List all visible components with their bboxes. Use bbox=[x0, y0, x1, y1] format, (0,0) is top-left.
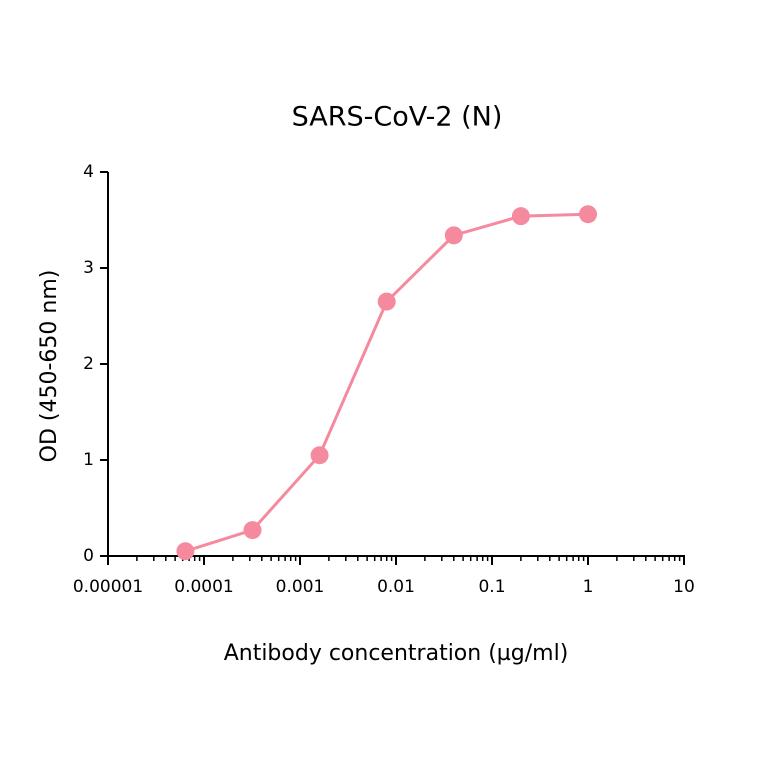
x-tick-label: 0.00001 bbox=[73, 577, 143, 597]
x-tick-label: 1 bbox=[583, 577, 594, 597]
y-tick-label: 1 bbox=[83, 450, 94, 470]
data-point bbox=[377, 292, 396, 311]
y-tick-label: 3 bbox=[83, 258, 94, 278]
x-tick-label: 0.0001 bbox=[174, 577, 233, 597]
data-point bbox=[444, 226, 463, 245]
data-point bbox=[579, 205, 597, 224]
data-point bbox=[310, 446, 329, 465]
data-point bbox=[243, 521, 262, 540]
x-tick-label: 0.01 bbox=[377, 577, 415, 597]
y-tick-label: 0 bbox=[83, 546, 94, 566]
y-tick-label: 4 bbox=[83, 162, 94, 182]
x-tick-label: 0.001 bbox=[276, 577, 325, 597]
data-point bbox=[511, 207, 530, 226]
x-axis-label: Antibody concentration (µg/ml) bbox=[224, 641, 569, 666]
x-tick-label: 0.1 bbox=[478, 577, 505, 597]
x-tick-label: 10 bbox=[673, 577, 695, 597]
chart-title: SARS-CoV-2 (N) bbox=[292, 102, 503, 133]
y-axis-label: OD (450-650 nm) bbox=[37, 270, 62, 463]
series-line bbox=[184, 212, 589, 553]
data-point bbox=[176, 542, 195, 561]
y-tick-label: 2 bbox=[83, 354, 94, 374]
